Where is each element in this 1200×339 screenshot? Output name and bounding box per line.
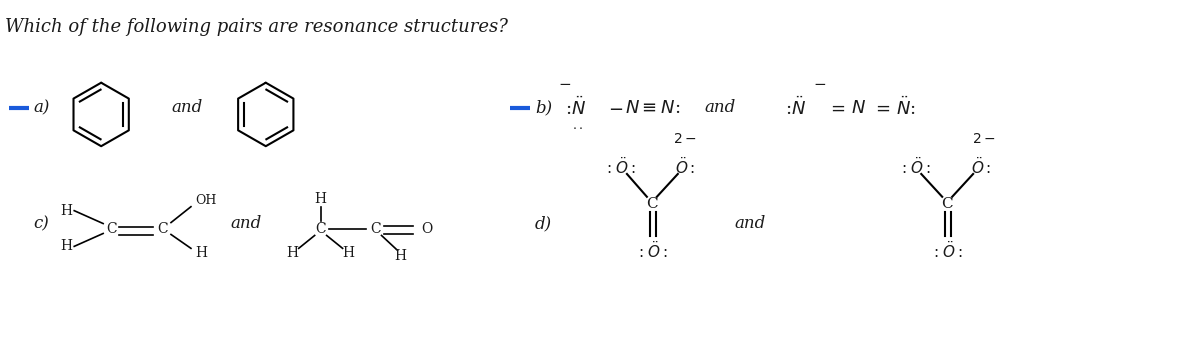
Text: $-$: $-$ <box>608 99 623 117</box>
Text: C: C <box>646 197 658 211</box>
Text: C: C <box>106 221 116 236</box>
Text: H: H <box>60 204 72 218</box>
Text: $:\ddot{O}:$: $:\ddot{O}:$ <box>931 240 962 261</box>
Text: :$\ddot{N}$: :$\ddot{N}$ <box>565 96 586 119</box>
Text: $\ddot{O}:$: $\ddot{O}:$ <box>971 157 991 178</box>
Text: d): d) <box>535 215 552 232</box>
Text: a): a) <box>34 99 49 116</box>
Text: H: H <box>314 192 326 206</box>
Text: $\cdot\cdot$: $\cdot\cdot$ <box>571 121 582 134</box>
Text: O: O <box>421 221 433 236</box>
Text: H: H <box>60 239 72 253</box>
Text: $:\ddot{O}:$: $:\ddot{O}:$ <box>636 240 667 261</box>
Text: C: C <box>941 197 953 211</box>
Text: $=$: $=$ <box>872 99 890 117</box>
Text: H: H <box>395 249 407 263</box>
Text: $\ddot{N}$:: $\ddot{N}$: <box>896 96 916 119</box>
Text: −: − <box>814 78 826 92</box>
Text: H: H <box>194 246 206 260</box>
Text: c): c) <box>34 215 49 232</box>
Text: and: and <box>704 99 736 116</box>
Text: $\ddot{O}:$: $\ddot{O}:$ <box>674 157 695 178</box>
Text: −: − <box>559 78 571 92</box>
Text: $:\ddot{O}:$: $:\ddot{O}:$ <box>605 157 636 178</box>
Text: and: and <box>230 215 262 232</box>
Text: C: C <box>316 221 326 236</box>
Text: $N$$\equiv$$N$:: $N$$\equiv$$N$: <box>625 99 680 117</box>
Text: $N$: $N$ <box>852 99 866 117</box>
Text: and: and <box>734 215 766 232</box>
Text: b): b) <box>535 99 552 116</box>
Text: H: H <box>287 246 299 260</box>
Text: Which of the following pairs are resonance structures?: Which of the following pairs are resonan… <box>5 18 509 36</box>
Text: H: H <box>342 246 354 260</box>
Text: $2-$: $2-$ <box>673 132 697 146</box>
Text: OH: OH <box>194 194 216 207</box>
Text: :$\ddot{N}$: :$\ddot{N}$ <box>785 96 805 119</box>
Text: $2-$: $2-$ <box>972 132 996 146</box>
Text: and: and <box>170 99 203 116</box>
Text: C: C <box>157 221 168 236</box>
Text: $:\ddot{O}:$: $:\ddot{O}:$ <box>899 157 930 178</box>
Text: C: C <box>371 221 380 236</box>
Text: $=$: $=$ <box>828 99 846 117</box>
